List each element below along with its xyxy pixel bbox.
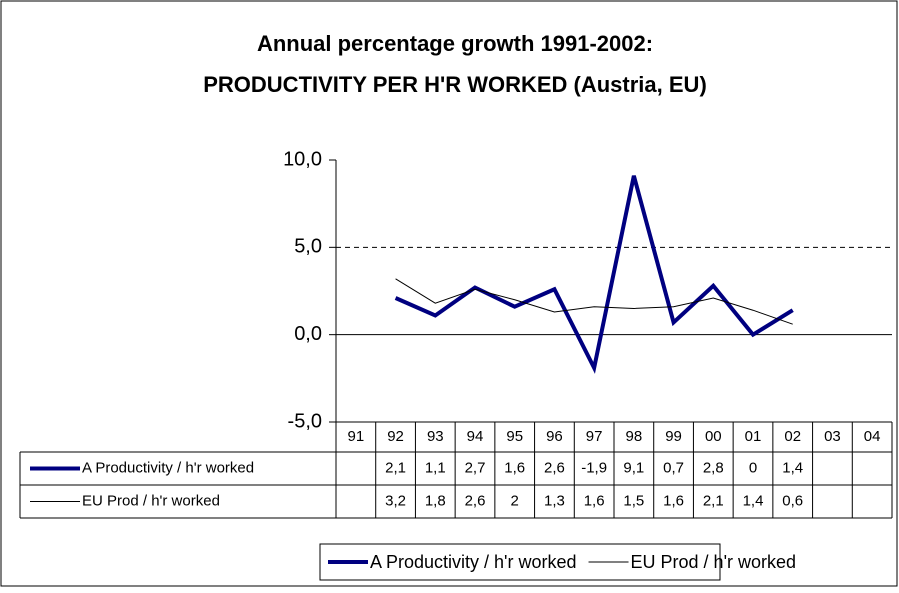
- data-table-value: 1,6: [584, 492, 605, 509]
- data-table-value: 0,6: [782, 492, 803, 509]
- table-row-label: EU Prod / h'r worked: [82, 492, 220, 509]
- y-tick-label: 0,0: [294, 323, 322, 345]
- data-table-value: 1,1: [425, 459, 446, 476]
- data-table-value: 2,7: [465, 459, 486, 476]
- x-tick-label: 03: [824, 428, 841, 445]
- chart-subtitle: PRODUCTIVITY PER H'R WORKED (Austria, EU…: [203, 72, 707, 97]
- x-tick-label: 91: [348, 428, 365, 445]
- data-table-value: 1,4: [782, 459, 803, 476]
- data-table-value: 1,6: [504, 459, 525, 476]
- y-tick-label: 5,0: [294, 236, 322, 258]
- x-tick-label: 96: [546, 428, 563, 445]
- series-line: [395, 278, 793, 325]
- legend-box: [319, 543, 721, 581]
- data-table-value: 2,6: [544, 459, 565, 476]
- legend-label: EU Prod / h'r worked: [631, 552, 797, 572]
- x-tick-label: 95: [506, 428, 523, 445]
- x-tick-label: 02: [784, 428, 801, 445]
- x-tick-label: 99: [665, 428, 682, 445]
- x-tick-label: 97: [586, 428, 603, 445]
- table-row-label: A Productivity / h'r worked: [82, 459, 254, 476]
- x-tick-label: 00: [705, 428, 722, 445]
- x-tick-label: 94: [467, 428, 484, 445]
- data-table-value: 1,6: [663, 492, 684, 509]
- data-table-value: 1,8: [425, 492, 446, 509]
- data-table-value: 9,1: [623, 459, 644, 476]
- chart-title: Annual percentage growth 1991-2002:: [257, 31, 653, 56]
- y-tick-label: 10,0: [283, 148, 322, 170]
- x-tick-label: 98: [626, 428, 643, 445]
- data-table-value: 2,8: [703, 459, 724, 476]
- data-table-value: 1,3: [544, 492, 565, 509]
- x-tick-label: 01: [745, 428, 762, 445]
- data-table-value: 2,6: [465, 492, 486, 509]
- y-tick-label: -5,0: [288, 410, 322, 432]
- x-tick-label: 92: [387, 428, 404, 445]
- x-tick-label: 04: [864, 428, 881, 445]
- data-table-value: -1,9: [581, 459, 607, 476]
- data-table-value: 2: [511, 492, 519, 509]
- data-table-value: 1,5: [623, 492, 644, 509]
- data-table-value: 0,7: [663, 459, 684, 476]
- data-table-value: 1,4: [743, 492, 764, 509]
- data-table-value: 3,2: [385, 492, 406, 509]
- data-table-value: 2,1: [703, 492, 724, 509]
- x-tick-label: 93: [427, 428, 444, 445]
- data-table-value: 0: [749, 459, 757, 476]
- data-table-value: 2,1: [385, 459, 406, 476]
- legend-label: A Productivity / h'r worked: [370, 552, 577, 572]
